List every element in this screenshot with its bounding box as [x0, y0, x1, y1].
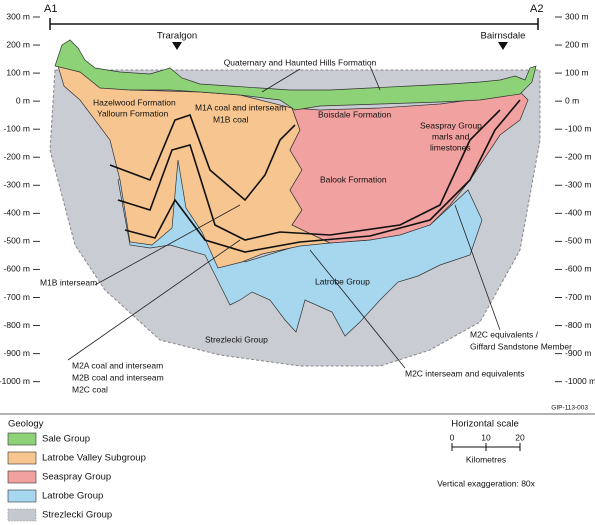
figure-id: GIP-113-003	[551, 405, 588, 412]
formation-label: marls and	[432, 131, 470, 141]
depth-label: -100 m	[565, 123, 591, 133]
legend: Sale Group Latrobe Valley Subgroup Seaspra…	[7, 432, 146, 522]
coal-seam-boundary	[124, 99, 521, 253]
section-frame	[49, 18, 539, 30]
depth-label: 200 m	[6, 39, 30, 49]
leader-lines	[67, 65, 501, 369]
section-end: A2	[530, 3, 543, 15]
formation-label: limestones	[430, 142, 471, 152]
depth-label: 100 m	[565, 67, 589, 77]
formation-label: Hazelwood Formation	[93, 97, 176, 107]
depth-label: -800 m	[4, 320, 30, 330]
depth-label: -700 m	[4, 292, 30, 302]
formation-label: Giffard Sandstone Member	[470, 341, 572, 351]
scale-note: Vertical exaggeration: 80x	[437, 478, 536, 488]
formation-label: Seaspray Group	[420, 120, 482, 130]
section-end: A1	[44, 3, 57, 15]
legend-label: Seaspray Group	[42, 472, 111, 483]
scale-tick: 20	[515, 432, 525, 442]
depth-label: 0 m	[16, 95, 30, 105]
scale-title: Horizontal scale	[451, 419, 519, 430]
formation-label: Balook Formation	[320, 174, 387, 184]
formation-label: M2A coal and interseam	[72, 360, 163, 370]
town-label: Traralgon	[157, 31, 197, 42]
formation-label: M2C coal	[72, 384, 108, 394]
formation-label: M2C interseam and equivalents	[405, 368, 525, 378]
town-marker	[172, 42, 508, 50]
depth-label: -500 m	[4, 236, 30, 246]
depth-label: -400 m	[565, 208, 591, 218]
scale-bar	[451, 443, 521, 451]
scale-tick: 0	[450, 432, 455, 442]
formation-label: M2C equivalents /	[470, 329, 539, 339]
depth-label: -200 m	[4, 152, 30, 162]
legend-swatch	[7, 508, 37, 522]
legend-label: Sale Group	[42, 434, 90, 445]
scale-tick: 10	[481, 432, 491, 442]
formation-label: Boisdale Formation	[318, 109, 392, 119]
town-label: Bairnsdale	[481, 31, 526, 42]
depth-label: -100 m	[4, 123, 30, 133]
scale-unit: Kilometres	[466, 454, 506, 464]
legend-label: Latrobe Group	[42, 491, 103, 502]
depth-label: 300 m	[6, 11, 30, 21]
legend-swatch	[7, 470, 37, 484]
legend-title: Geology	[8, 419, 44, 430]
legend-swatch	[7, 451, 37, 465]
depth-label: -400 m	[4, 208, 30, 218]
formation-label: M1B interseam	[40, 277, 97, 287]
formation-label: Latrobe Group	[315, 276, 370, 286]
depth-label: -600 m	[4, 264, 30, 274]
depth-label: 300 m	[565, 11, 589, 21]
depth-label: -500 m	[565, 236, 591, 246]
formation-label: M1A coal and interseam	[195, 102, 286, 112]
depth-label: 100 m	[6, 67, 30, 77]
legend-swatch	[7, 489, 37, 503]
coal-seam-boundary	[109, 113, 296, 202]
legend-swatch	[7, 432, 37, 446]
coal-seam-boundary	[117, 109, 501, 241]
formation-label: Quaternary and Haunted Hills Formation	[224, 57, 377, 67]
formation-label: Yallourn Formation	[97, 108, 168, 118]
depth-label: -200 m	[565, 152, 591, 162]
depth-label: -1000 m	[0, 376, 30, 386]
latrobe-valley-subgroup	[57, 65, 332, 269]
cross-section	[49, 18, 541, 369]
formation-label: M2B coal and interseam	[72, 372, 164, 382]
depth-label: -300 m	[4, 180, 30, 190]
depth-label: -900 m	[565, 348, 591, 358]
formation-label: Strezlecki Group	[205, 334, 268, 344]
sale-group	[54, 39, 537, 111]
legend-label: Strezlecki Group	[42, 510, 112, 521]
legend-label: Latrobe Valley Subgroup	[42, 453, 146, 464]
depth-label: -1000 m	[565, 376, 595, 386]
depth-label: 0 m	[565, 95, 579, 105]
depth-label: -900 m	[4, 348, 30, 358]
depth-label: -600 m	[565, 264, 591, 274]
depth-label: -800 m	[565, 320, 591, 330]
depth-label: -700 m	[565, 292, 591, 302]
depth-label: -300 m	[565, 180, 591, 190]
depth-label: 200 m	[565, 39, 589, 49]
formation-label: M1B coal	[213, 114, 249, 124]
